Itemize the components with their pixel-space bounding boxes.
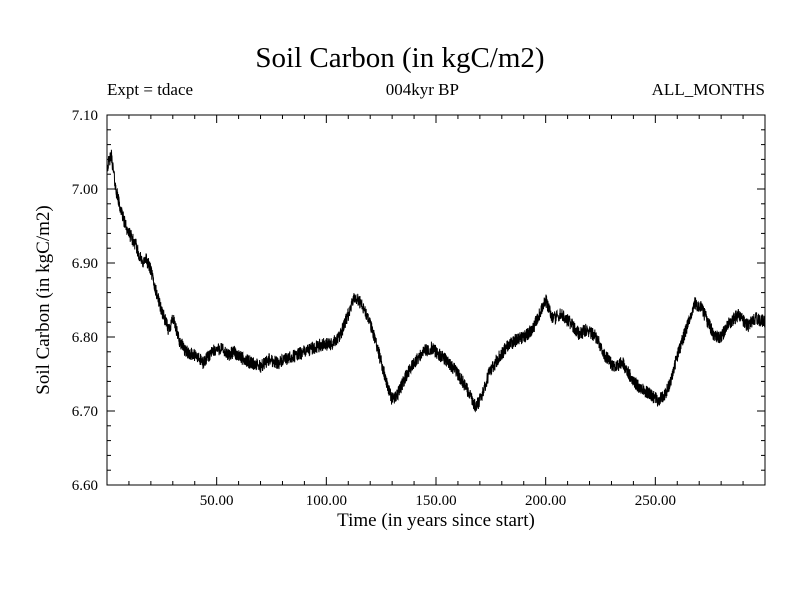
y-tick-label: 6.70 xyxy=(72,404,98,420)
y-tick-label: 6.80 xyxy=(72,330,98,346)
x-tick-label: 150.00 xyxy=(415,493,456,509)
experiment-annotation: Expt = tdace xyxy=(107,80,194,99)
months-annotation: ALL_MONTHS xyxy=(651,80,765,99)
time-annotation: 004kyr BP xyxy=(385,80,459,99)
x-tick-label: 50.00 xyxy=(200,493,234,509)
soil-carbon-series-line xyxy=(106,149,766,413)
chart-title: Soil Carbon (in kgC/m2) xyxy=(255,42,545,74)
y-tick-label: 7.00 xyxy=(72,182,98,198)
x-tick-label: 200.00 xyxy=(525,493,566,509)
y-tick-label: 6.90 xyxy=(72,256,98,272)
x-tick-label: 100.00 xyxy=(306,493,347,509)
plot-frame xyxy=(106,114,766,486)
x-axis-title: Time (in years since start) xyxy=(337,510,535,531)
annotation-row: Expt = tdace 004kyr BP ALL_MONTHS xyxy=(107,80,765,100)
y-tick-label: 6.60 xyxy=(72,478,98,494)
x-tick-label: 250.00 xyxy=(635,493,676,509)
y-axis-title: Soil Carbon (in kgC/m2) xyxy=(33,205,54,395)
y-tick-label: 7.10 xyxy=(72,108,98,124)
